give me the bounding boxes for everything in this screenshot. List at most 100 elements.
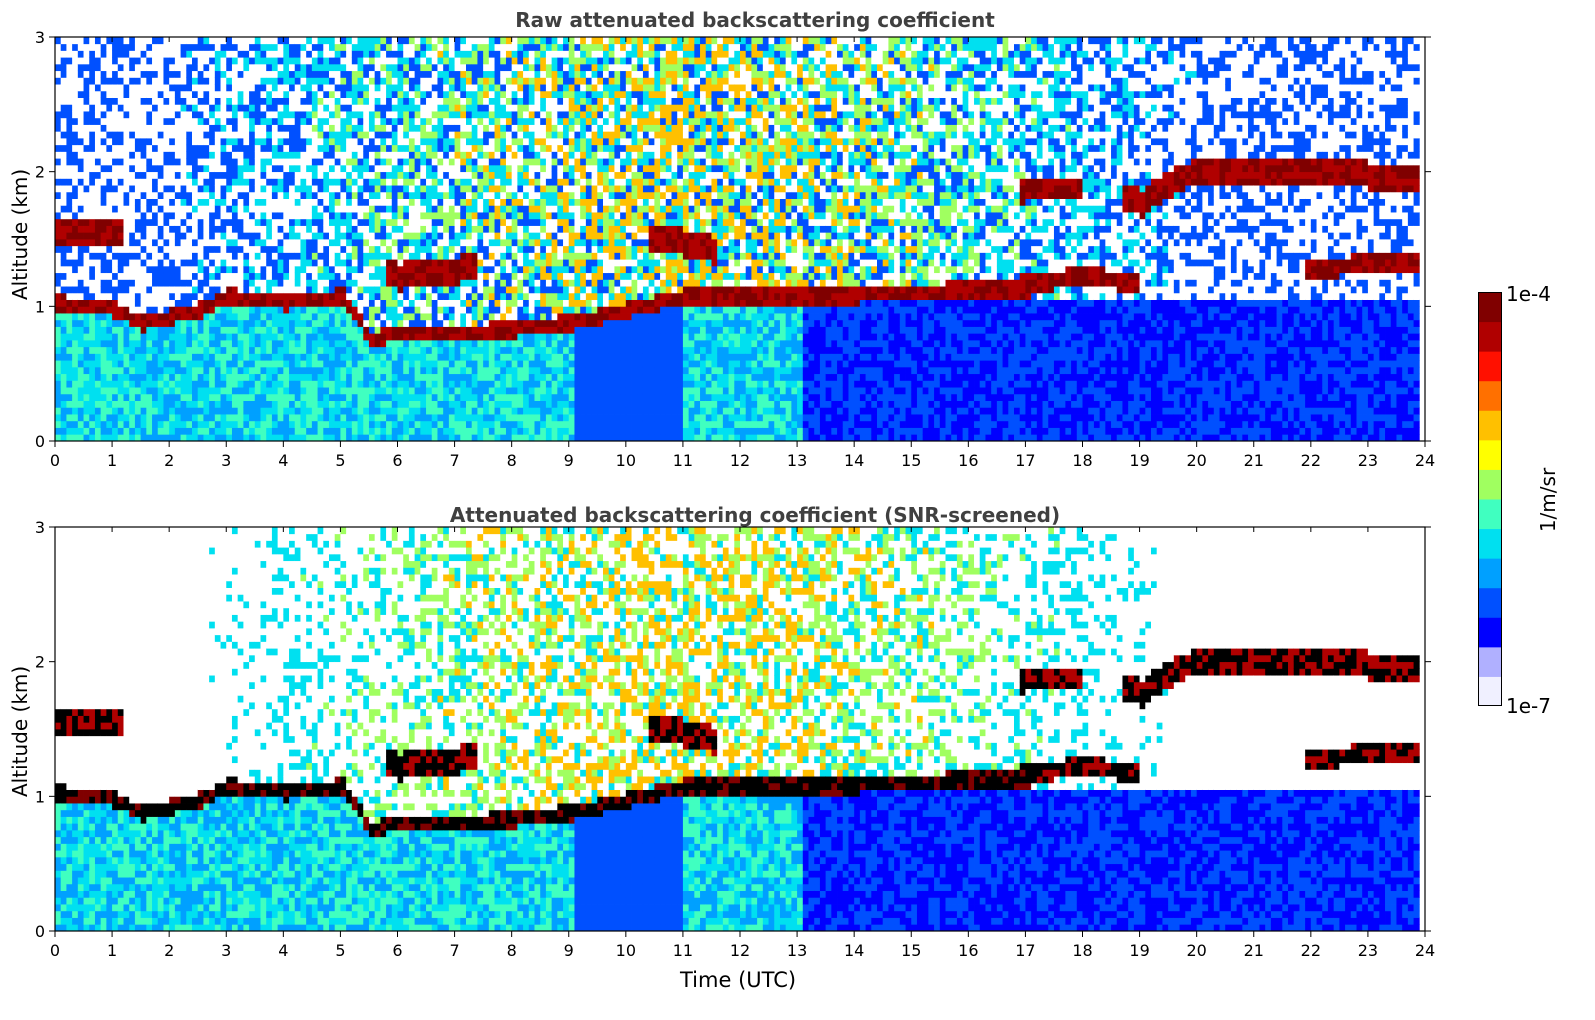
heatmap-cell <box>237 37 244 45</box>
heatmap-cell <box>192 124 199 132</box>
heatmap-cell <box>483 340 490 348</box>
heatmap-cell <box>357 427 364 435</box>
heatmap-cell <box>460 340 467 348</box>
heatmap-cell <box>511 387 518 395</box>
heatmap-cell <box>266 346 273 354</box>
heatmap-cell <box>66 387 73 395</box>
heatmap-cell <box>123 104 130 112</box>
heatmap-cell <box>152 70 159 78</box>
heatmap-cell <box>186 164 193 173</box>
heatmap-cell <box>346 360 353 368</box>
heatmap-cell <box>494 319 501 327</box>
heatmap-cell <box>283 218 290 226</box>
heatmap-cell <box>140 420 147 428</box>
heatmap-cell <box>72 346 79 354</box>
heatmap-cell <box>443 272 450 280</box>
heatmap-cell <box>174 292 181 300</box>
heatmap-cell <box>254 43 261 51</box>
heatmap-cell <box>169 272 176 280</box>
heatmap-cell <box>220 360 227 368</box>
heatmap-cell <box>426 299 433 307</box>
heatmap-cell <box>140 366 147 375</box>
heatmap-cell <box>140 97 147 105</box>
heatmap-cell <box>477 239 484 247</box>
heatmap-cell <box>152 333 159 341</box>
heatmap-cell <box>249 77 256 85</box>
heatmap-cell <box>117 265 124 274</box>
heatmap-cell <box>494 427 501 435</box>
heatmap-cell <box>94 198 102 206</box>
heatmap-cell <box>214 218 221 226</box>
heatmap-cell <box>391 387 398 395</box>
heatmap-cell <box>471 245 478 253</box>
heatmap-cell <box>100 77 107 85</box>
heatmap-cell <box>494 84 501 92</box>
heatmap-cell <box>420 138 427 146</box>
heatmap-cell <box>209 57 216 65</box>
heatmap-cell <box>351 144 358 152</box>
heatmap-cell <box>157 43 164 51</box>
heatmap-cell <box>505 333 513 341</box>
heatmap-cell <box>243 151 250 159</box>
heatmap-cell <box>334 245 341 253</box>
heatmap-cell <box>60 360 67 368</box>
heatmap-cell <box>249 373 256 381</box>
heatmap-cell <box>289 84 296 92</box>
heatmap-cell <box>157 164 164 173</box>
heatmap-cell <box>323 340 330 348</box>
heatmap-cell <box>249 97 256 105</box>
heatmap-cell <box>77 117 84 125</box>
heatmap-cell <box>454 50 461 58</box>
heatmap-cell <box>500 393 507 401</box>
heatmap-cell <box>237 84 244 92</box>
heatmap-cell <box>523 232 530 240</box>
heatmap-cell <box>94 124 102 132</box>
heatmap-cell <box>277 380 284 388</box>
heatmap-cell <box>60 366 67 375</box>
heatmap-cell <box>220 380 227 388</box>
heatmap-cell <box>192 272 199 280</box>
heatmap-cell <box>271 191 279 199</box>
heatmap-cell <box>357 259 364 267</box>
heatmap-cell <box>329 292 336 300</box>
heatmap-cell <box>203 117 210 125</box>
heatmap-cell <box>454 286 461 294</box>
heatmap-cell <box>471 111 478 119</box>
heatmap-cell <box>214 84 221 92</box>
heatmap-cell <box>300 420 307 428</box>
heatmap-cell <box>420 259 427 267</box>
heatmap-cell <box>300 97 307 105</box>
heatmap-cell <box>163 292 170 300</box>
heatmap-cell <box>72 319 79 327</box>
heatmap-cell <box>55 393 62 401</box>
heatmap-cell <box>157 218 164 226</box>
heatmap-cell <box>511 144 518 152</box>
heatmap-cell <box>140 414 147 422</box>
heatmap-cell <box>517 225 524 233</box>
heatmap-cell <box>460 84 467 92</box>
heatmap-cell <box>306 252 313 260</box>
heatmap-cell <box>323 205 330 213</box>
heatmap-cell <box>289 164 296 173</box>
heatmap-cell <box>77 90 84 98</box>
heatmap-cell <box>380 333 387 341</box>
heatmap-cell <box>403 360 410 368</box>
heatmap-cell <box>420 292 427 300</box>
heatmap-cell <box>214 427 221 435</box>
heatmap-cell <box>260 90 267 98</box>
heatmap-cell <box>437 77 444 85</box>
heatmap-cell <box>157 117 164 125</box>
heatmap-cell <box>334 50 341 58</box>
heatmap-cell <box>271 353 279 361</box>
heatmap-cell <box>494 259 501 267</box>
heatmap-cell <box>380 326 387 334</box>
heatmap-cell <box>243 131 250 139</box>
heatmap-cell <box>408 340 416 348</box>
heatmap-cell <box>471 117 478 125</box>
heatmap-cell <box>220 319 227 327</box>
heatmap-cell <box>306 164 313 173</box>
heatmap-cell <box>180 151 187 159</box>
heatmap-cell <box>300 104 307 112</box>
heatmap-cell <box>140 151 147 159</box>
heatmap-cell <box>443 111 450 119</box>
